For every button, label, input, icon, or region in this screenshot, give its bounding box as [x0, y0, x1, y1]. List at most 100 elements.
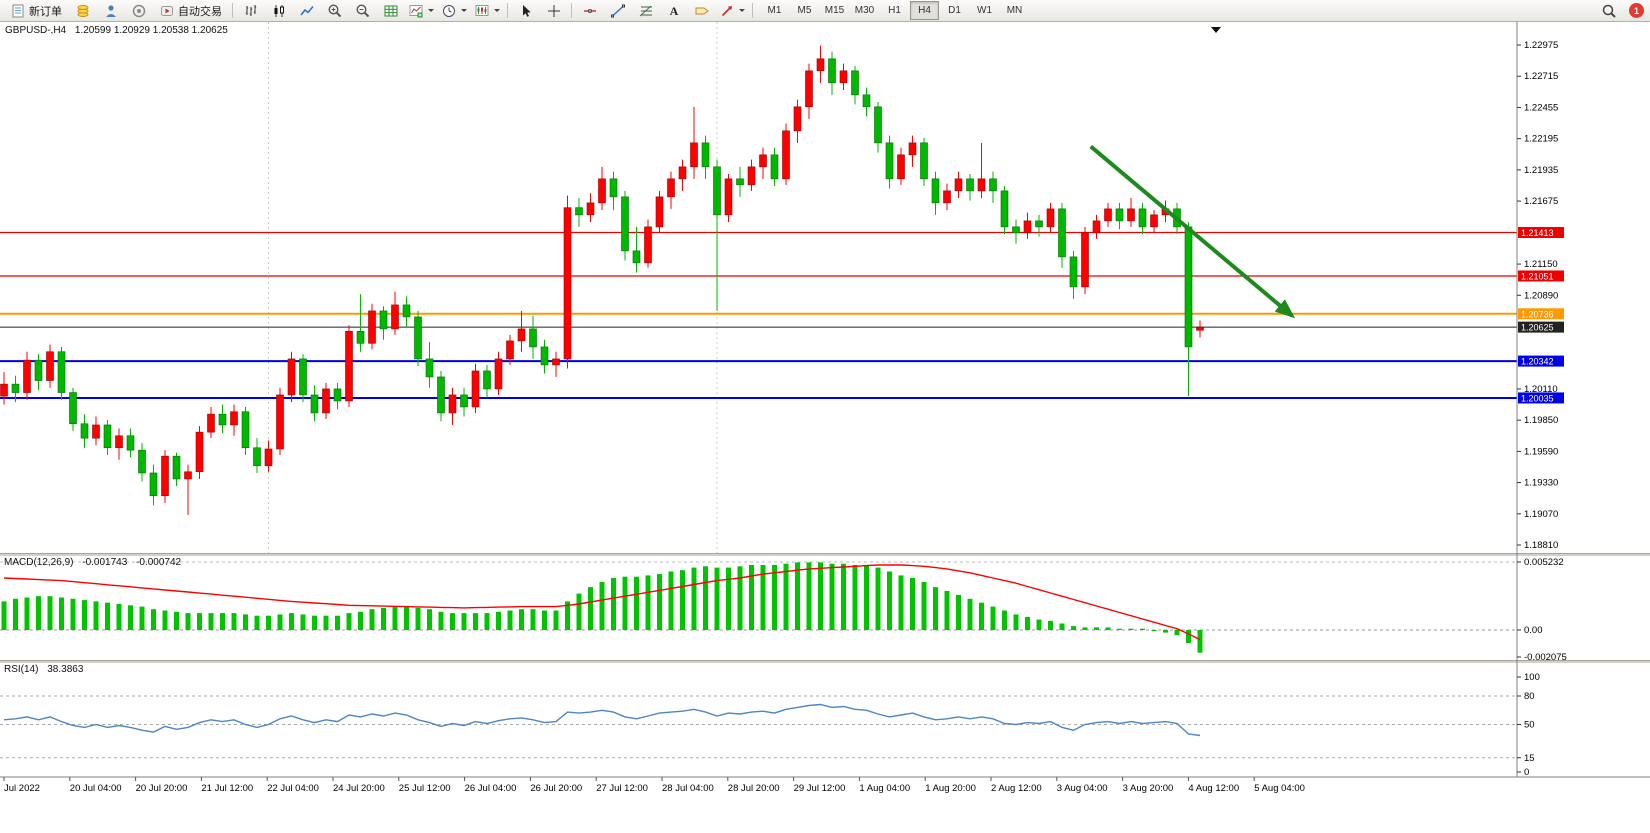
svg-text:22 Jul 04:00: 22 Jul 04:00: [267, 783, 319, 794]
svg-text:27 Jul 12:00: 27 Jul 12:00: [596, 783, 648, 794]
templates-button[interactable]: [471, 0, 503, 21]
svg-text:0: 0: [1524, 767, 1529, 778]
trendline-icon: [610, 4, 625, 17]
timeframe-m30[interactable]: M30: [854, 5, 875, 16]
timeframe-m15[interactable]: M15: [824, 5, 845, 16]
line-chart-button[interactable]: [293, 0, 320, 21]
zoom-out-button[interactable]: [349, 0, 376, 21]
toolbar-separator: [507, 3, 508, 18]
indicators-icon: [409, 4, 423, 17]
profile-button[interactable]: [97, 0, 124, 21]
main-toolbar: 新订单 自动交易 A M1 M5 M15 M30 H1 H4 D1 W1 MN 1: [0, 0, 1650, 22]
grid-button[interactable]: [377, 0, 404, 21]
svg-text:24 Jul 20:00: 24 Jul 20:00: [333, 783, 385, 794]
crosshair-icon: [547, 4, 560, 17]
symbol-period-label: GBPUSD-,H4: [5, 25, 67, 36]
dropdown-caret-icon: [739, 9, 745, 12]
timeframe-m5[interactable]: M5: [797, 5, 812, 16]
fibonacci-button[interactable]: [632, 0, 659, 21]
auto-trading-button[interactable]: 自动交易: [153, 0, 228, 21]
new-order-button-label: 新订单: [29, 5, 62, 18]
svg-text:25 Jul 12:00: 25 Jul 12:00: [399, 783, 451, 794]
svg-text:1.20035: 1.20035: [1521, 393, 1554, 403]
toolbar-separator: [752, 3, 753, 18]
svg-text:15: 15: [1524, 753, 1535, 764]
svg-text:100: 100: [1524, 672, 1540, 683]
bar-chart-button[interactable]: [237, 0, 264, 21]
svg-text:29 Jul 12:00: 29 Jul 12:00: [794, 783, 846, 794]
macd-axis: 0.005232 0.00 -0.002075: [1517, 557, 1567, 663]
svg-text:1.22715: 1.22715: [1524, 71, 1558, 82]
indicators-button[interactable]: [405, 0, 437, 21]
ohlc-values: 1.20599 1.20929 1.20538 1.20625: [74, 25, 228, 36]
panel-splitter[interactable]: [0, 660, 1650, 663]
panel-splitter[interactable]: [0, 553, 1650, 556]
arrows-button[interactable]: [716, 0, 748, 21]
timeframe-d1[interactable]: D1: [948, 5, 961, 16]
svg-text:28 Jul 04:00: 28 Jul 04:00: [662, 783, 714, 794]
price-tag-1.20736: [1518, 308, 1564, 320]
svg-text:1.20342: 1.20342: [1521, 357, 1554, 367]
svg-text:1.19590: 1.19590: [1524, 446, 1558, 457]
dropdown-caret-icon: [428, 9, 434, 12]
template-icon: [475, 4, 489, 16]
rsi-name: RSI(14): [4, 664, 39, 675]
periods-button[interactable]: [438, 0, 470, 21]
timeframe-h1[interactable]: H1: [888, 5, 901, 16]
macd-panel: [0, 561, 1517, 653]
svg-text:0.005232: 0.005232: [1524, 557, 1564, 568]
shapes-icon: [721, 5, 732, 16]
notification-badge[interactable]: 1: [1629, 3, 1644, 18]
community-icon: [132, 4, 145, 17]
clock-icon: [443, 4, 455, 17]
chart-shift-marker[interactable]: [1211, 27, 1221, 33]
zoom-out-icon: [355, 3, 369, 17]
community-button[interactable]: [125, 0, 152, 21]
page-icon: [12, 4, 24, 17]
candles: [0, 45, 1204, 515]
timeframe-mn[interactable]: MN: [1006, 5, 1023, 16]
price-tag-1.21051: [1518, 270, 1564, 282]
svg-text:1.21675: 1.21675: [1524, 196, 1558, 207]
candles-icon: [274, 4, 284, 17]
svg-text:5 Aug 04:00: 5 Aug 04:00: [1254, 783, 1305, 794]
text-button[interactable]: A: [660, 0, 687, 21]
zoom-in-icon: [327, 3, 341, 17]
svg-text:20 Jul 20:00: 20 Jul 20:00: [136, 783, 188, 794]
svg-text:1.22195: 1.22195: [1524, 134, 1558, 145]
new-order-button[interactable]: 新订单: [4, 0, 68, 21]
svg-text:1.20625: 1.20625: [1521, 323, 1554, 333]
candlestick-chart-button[interactable]: [265, 0, 292, 21]
svg-text:0.00: 0.00: [1524, 625, 1543, 636]
search-button[interactable]: [1595, 0, 1622, 21]
svg-text:20 Jul 04:00: 20 Jul 04:00: [70, 783, 122, 794]
svg-text:21 Jul 12:00: 21 Jul 12:00: [201, 783, 253, 794]
crosshair-button[interactable]: [540, 0, 567, 21]
timeframe-m1[interactable]: M1: [767, 5, 782, 16]
svg-text:28 Jul 20:00: 28 Jul 20:00: [728, 783, 780, 794]
svg-text:1.21150: 1.21150: [1524, 259, 1558, 270]
timeframe-h4[interactable]: H4: [910, 1, 939, 20]
price-tag-1.20342: [1518, 355, 1564, 367]
horizontal-line-button[interactable]: [576, 0, 603, 21]
trend-arrow-object[interactable]: [1089, 144, 1296, 319]
label-button[interactable]: [688, 0, 715, 21]
market-watch-button[interactable]: [69, 0, 96, 21]
cursor-button[interactable]: [512, 0, 539, 21]
price-axis[interactable]: 1.22975 1.22715 1.22455 1.22195 1.21935 1.216…: [1517, 40, 1564, 551]
zoom-in-button[interactable]: [321, 0, 348, 21]
svg-text:1.19070: 1.19070: [1524, 509, 1558, 520]
macd-signal-value: -0.000742: [136, 557, 182, 568]
timeframe-w1[interactable]: W1: [977, 5, 992, 16]
svg-text:1.19330: 1.19330: [1524, 478, 1558, 489]
time-axis[interactable]: Jul 2022 20 Jul 04:00 20 Jul 20:00 21 Jul 1…: [3, 777, 1305, 794]
chart-ohlc-readout: GBPUSD-,H4 1.20599 1.20929 1.20538 1.206…: [5, 25, 234, 36]
trendline-button[interactable]: [604, 0, 631, 21]
macd-indicator-label: MACD(12,26,9) -0.001743 -0.000742: [4, 557, 187, 568]
macd-name: MACD(12,26,9): [4, 557, 74, 568]
toolbar-separator: [571, 3, 572, 18]
label-icon: [695, 7, 709, 14]
search-icon: [1602, 4, 1616, 18]
